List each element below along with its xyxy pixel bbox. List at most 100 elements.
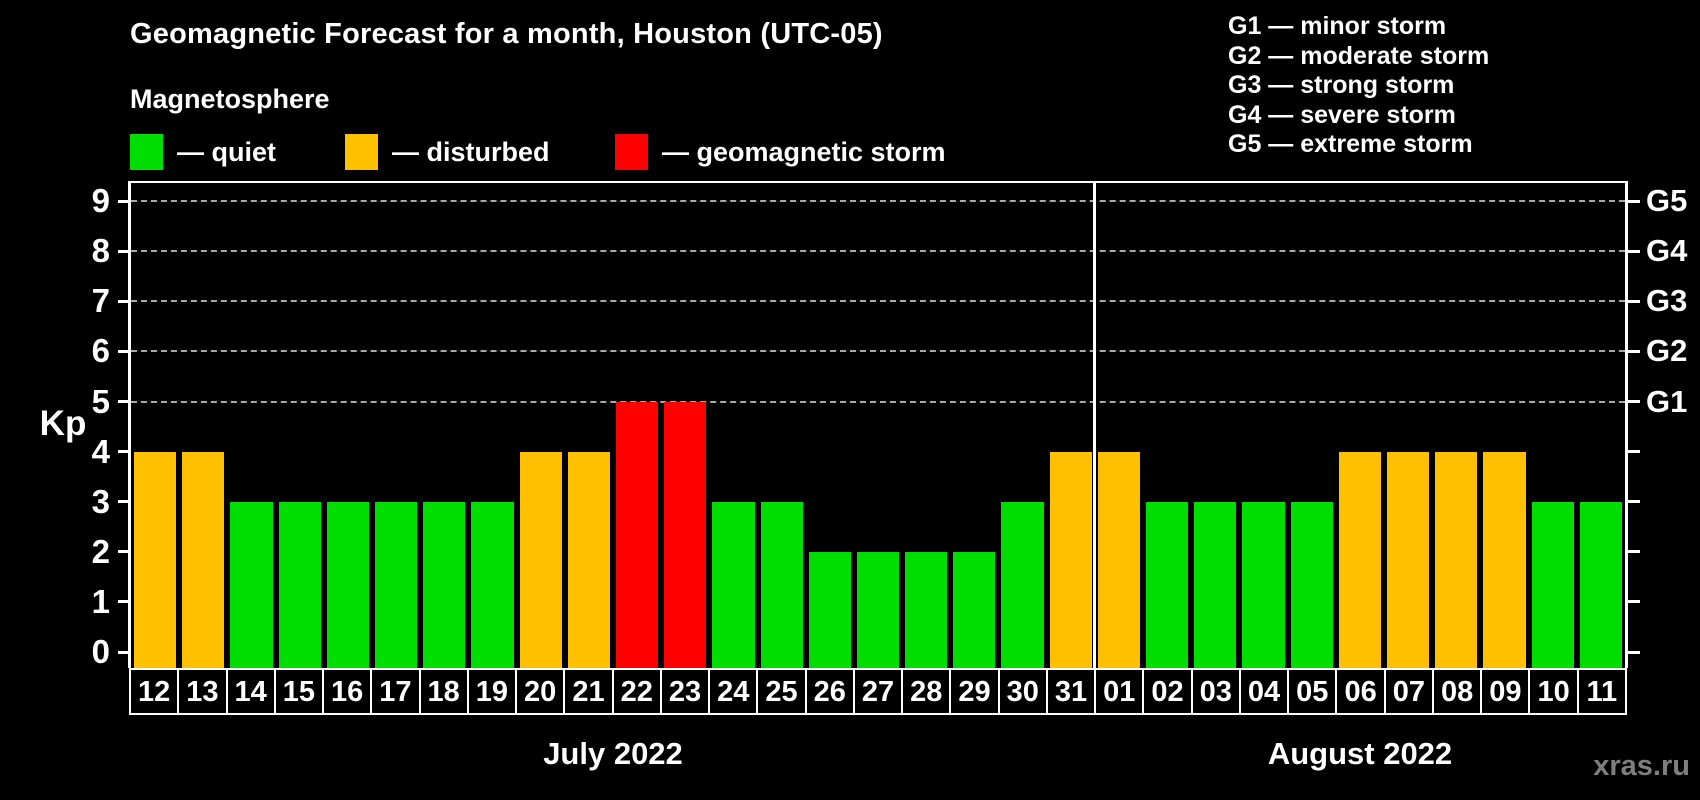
day-label-aug-01: 01	[1096, 670, 1143, 713]
y-tick-right-5	[1628, 400, 1640, 403]
gridline-kp7	[131, 300, 1625, 303]
bar-jul-21	[567, 451, 610, 668]
y-tick-right-2	[1628, 550, 1640, 554]
gridline-kp5	[131, 400, 1625, 403]
bar-jul-22	[615, 401, 659, 668]
y-tick-label-2: 2	[91, 532, 110, 570]
storm-color-swatch	[615, 134, 648, 170]
day-label-aug-03: 03	[1192, 670, 1239, 713]
g-scale-label-g5: G5	[1646, 183, 1688, 219]
legend-item-disturbed: — disturbed	[345, 132, 550, 172]
day-label-jul-27: 27	[854, 670, 902, 713]
month-label-august: August 2022	[1267, 736, 1453, 771]
y-tick-right-3	[1628, 500, 1640, 504]
day-label-jul-25: 25	[758, 670, 805, 713]
day-label-jul-16: 16	[324, 670, 371, 713]
bar-jul-27	[856, 551, 900, 668]
g-legend-line-g3: G3 — strong storm	[1228, 71, 1455, 99]
day-label-jul-12: 12	[131, 670, 178, 713]
y-tick-right-0	[1628, 650, 1640, 654]
y-tick-right-8	[1628, 249, 1640, 253]
magnetosphere-subtitle: Magnetosphere	[130, 84, 330, 114]
y-axis-title: Kp	[39, 404, 87, 443]
y-tick-label-8: 8	[91, 232, 110, 270]
bar-jul-29	[953, 551, 996, 668]
y-tick-label-0: 0	[91, 633, 110, 670]
bar-jul-14	[230, 501, 273, 668]
bar-aug-11	[1579, 501, 1622, 668]
g-scale-label-g1: G1	[1646, 383, 1688, 419]
bar-aug-01	[1097, 451, 1141, 668]
bar-jul-15	[278, 501, 321, 668]
bar-jul-20	[519, 451, 562, 668]
bar-jul-28	[905, 551, 948, 668]
y-tick-right-6	[1628, 349, 1640, 353]
g-scale-legend: G1 — minor storm G2 — moderate storm G3 …	[1228, 12, 1489, 160]
day-label-jul-26: 26	[806, 670, 853, 713]
bar-jul-17	[374, 501, 418, 668]
day-label-jul-28: 28	[903, 670, 950, 713]
g-scale-label-g4: G4	[1646, 233, 1688, 269]
day-axis-row: 12 13 14 15 16 17 18 19 20 21 22 23 24 25 26 27 28 29 30 31…	[129, 668, 1627, 715]
bar-aug-03	[1194, 501, 1237, 668]
bar-aug-06	[1338, 451, 1382, 668]
day-label-jul-15: 15	[275, 670, 323, 713]
bar-jul-12	[134, 451, 177, 668]
y-tick-label-6: 6	[91, 332, 110, 370]
day-label-aug-02: 02	[1144, 670, 1191, 713]
g-legend-line-g1: G1 — minor storm	[1228, 12, 1447, 40]
bar-aug-05	[1290, 501, 1333, 668]
day-label-jul-22: 22	[613, 670, 660, 713]
bar-aug-10	[1531, 501, 1574, 668]
bar-jul-25	[760, 501, 803, 668]
plot-area	[128, 181, 1628, 668]
g-legend-line-g2: G2 — moderate storm	[1228, 41, 1490, 70]
day-label-aug-07: 07	[1385, 670, 1432, 713]
legend-label-quiet: — quiet	[177, 136, 276, 167]
gridline-kp6	[131, 350, 1625, 353]
day-label-aug-05: 05	[1289, 670, 1336, 713]
bar-jul-18	[423, 501, 466, 668]
month-label-july: July 2022	[543, 736, 683, 771]
y-tick-right-7	[1628, 299, 1640, 303]
gridline-kp9	[131, 200, 1625, 203]
g-scale-label-g3: G3	[1646, 283, 1688, 319]
legend-label-storm: — geomagnetic storm	[662, 136, 946, 167]
bar-jul-16	[326, 501, 369, 668]
quiet-color-swatch	[130, 134, 163, 170]
day-label-aug-04: 04	[1240, 670, 1288, 713]
y-tick-label-9: 9	[91, 182, 110, 220]
bar-jul-26	[808, 551, 851, 668]
day-label-aug-09: 09	[1482, 670, 1529, 713]
bar-jul-13	[182, 451, 225, 668]
watermark-xras: xras.ru	[1593, 750, 1690, 782]
y-tick-right-4	[1628, 450, 1640, 454]
bar-aug-07	[1387, 451, 1430, 668]
bar-aug-04	[1242, 501, 1285, 668]
day-label-aug-08: 08	[1433, 670, 1481, 713]
day-label-jul-14: 14	[227, 670, 274, 713]
bar-jul-23	[664, 401, 707, 668]
y-tick-right-9	[1628, 199, 1640, 203]
g-legend-line-g4: G4 — severe storm	[1228, 100, 1456, 129]
bar-jul-19	[471, 501, 514, 668]
day-label-aug-10: 10	[1530, 670, 1577, 713]
disturbed-color-swatch	[345, 134, 378, 170]
bar-jul-24	[712, 501, 755, 668]
bar-jul-31	[1049, 451, 1092, 668]
day-label-jul-18: 18	[420, 670, 467, 713]
day-label-aug-06: 06	[1337, 670, 1384, 713]
gridline-kp8	[131, 250, 1625, 253]
y-tick-label-3: 3	[91, 482, 110, 520]
legend-label-disturbed: — disturbed	[392, 136, 550, 167]
bar-aug-09	[1483, 451, 1526, 668]
bar-jul-30	[1001, 501, 1044, 668]
chart-title: Geomagnetic Forecast for a month, Housto…	[130, 18, 883, 50]
day-label-jul-13: 13	[179, 670, 226, 713]
bar-aug-02	[1146, 501, 1189, 668]
day-label-jul-21: 21	[565, 670, 612, 713]
day-label-jul-17: 17	[372, 670, 419, 713]
g-legend-line-g5: G5 — extreme storm	[1228, 130, 1473, 158]
day-label-jul-20: 20	[517, 670, 564, 713]
